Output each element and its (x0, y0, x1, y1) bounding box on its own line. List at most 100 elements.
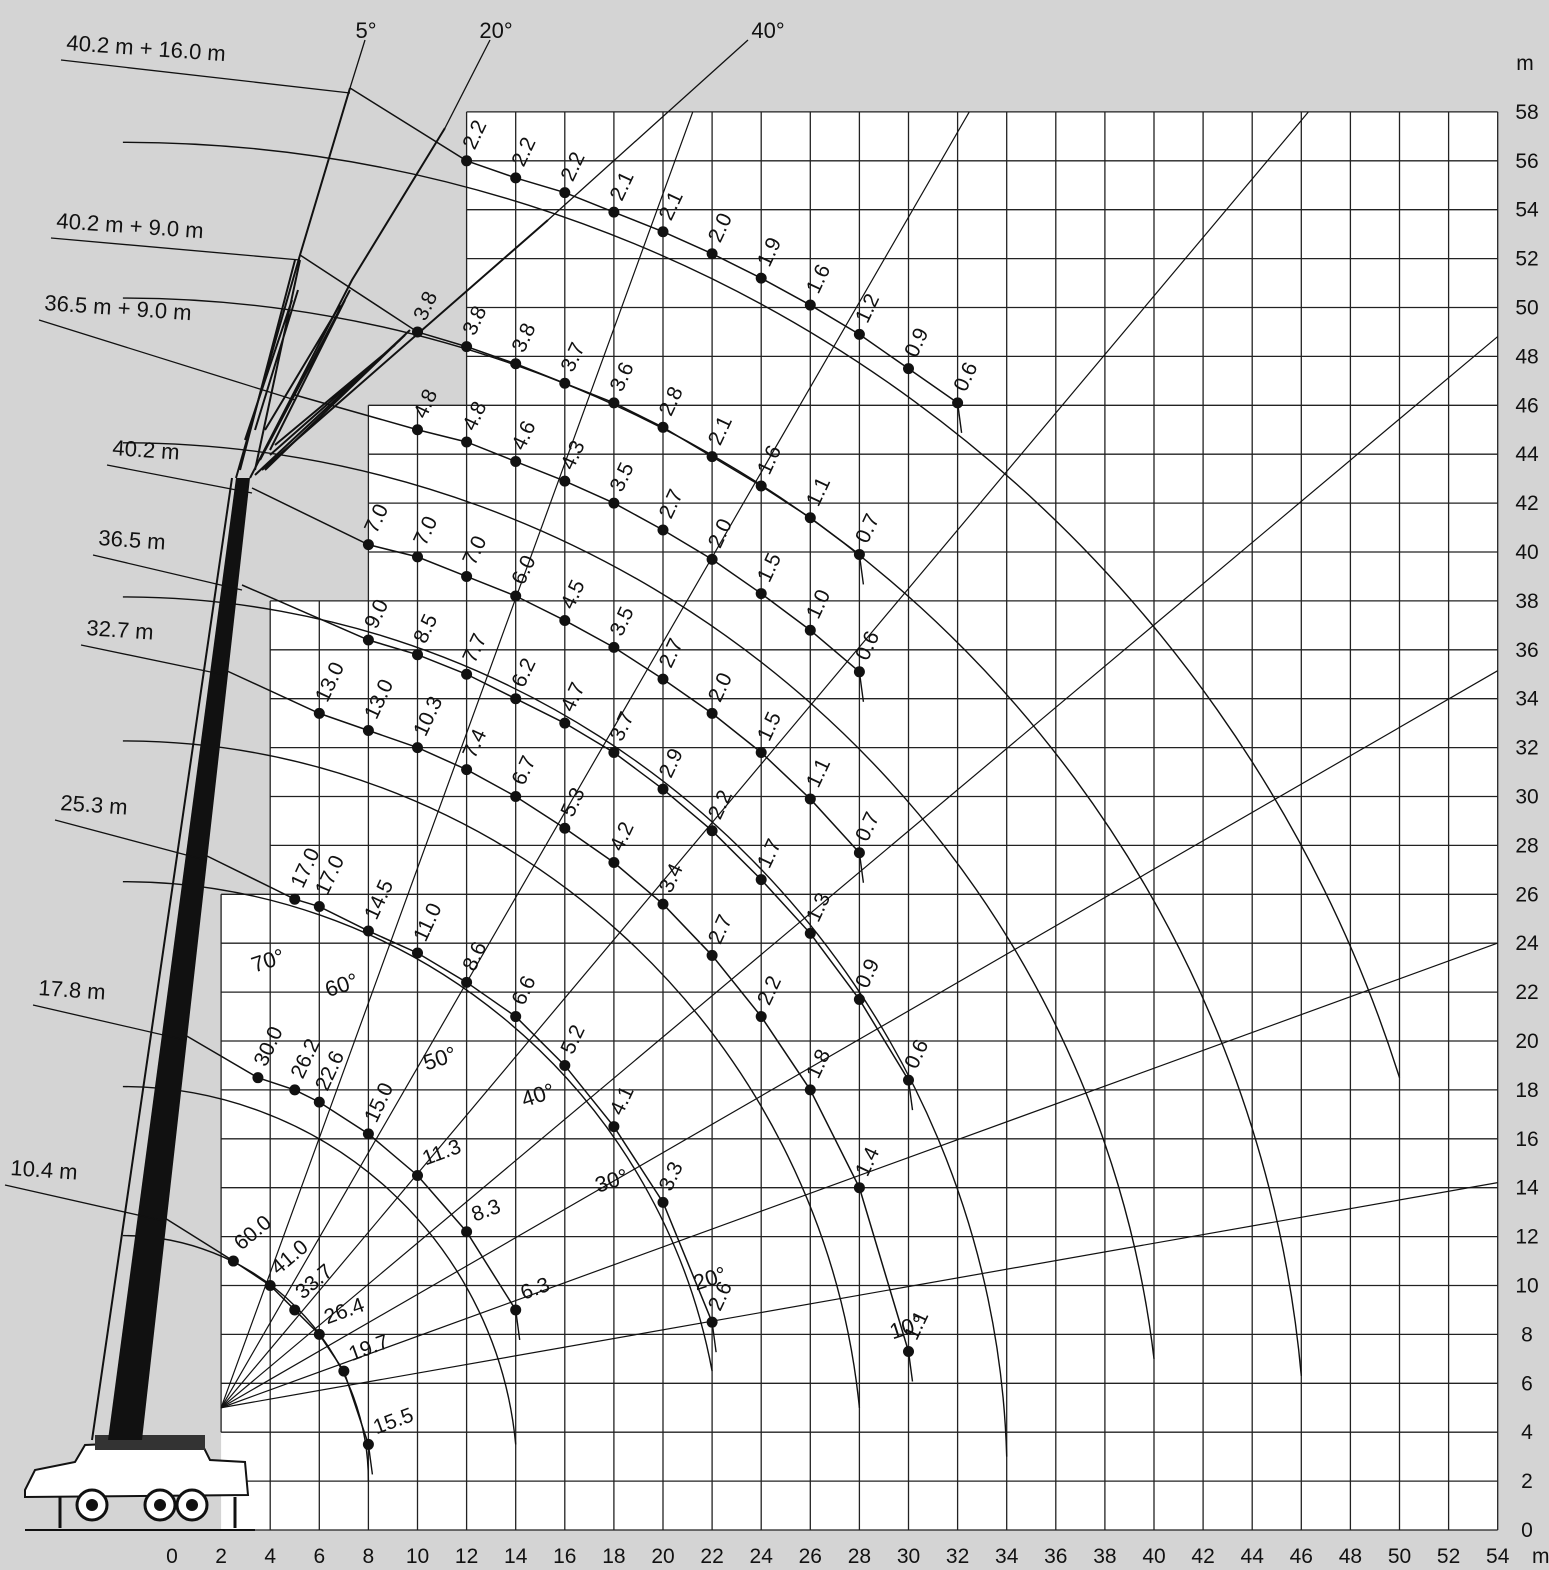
boom-label-leader (50, 237, 301, 261)
load-point (755, 746, 767, 758)
radius-arc (122, 596, 1008, 1457)
x-tick-label: 20 (651, 1545, 674, 1568)
load-point (804, 927, 816, 939)
load-point (313, 901, 325, 913)
y-tick-label: 22 (1515, 981, 1538, 1004)
load-point (227, 1255, 239, 1267)
y-tick-label: 50 (1515, 297, 1538, 320)
load-point (903, 1074, 914, 1086)
load-point (510, 456, 522, 468)
x-tick-label: 54 (1486, 1545, 1510, 1568)
angle-line (220, 336, 1499, 1409)
series-line (251, 487, 860, 854)
load-point (706, 553, 718, 565)
load-point (657, 421, 669, 433)
load-point (657, 226, 669, 238)
angle-line (220, 111, 970, 1409)
boom-length-label: 25.3 m (60, 790, 129, 820)
load-point (755, 272, 767, 284)
y-tick-label: 26 (1515, 883, 1538, 906)
load-point (853, 548, 865, 560)
load-point (461, 155, 473, 167)
load-point (804, 624, 816, 636)
load-point (755, 480, 767, 492)
x-tick-label: 4 (264, 1545, 276, 1568)
load-point (289, 1304, 301, 1316)
x-tick-label: 18 (602, 1545, 625, 1568)
y-tick-label: 18 (1515, 1079, 1538, 1102)
series-line (184, 1034, 517, 1311)
lattice-jib (235, 87, 549, 479)
x-tick-label: 36 (1044, 1545, 1067, 1568)
load-point (657, 1196, 669, 1208)
x-tick-label: 22 (700, 1545, 723, 1568)
load-point (804, 512, 816, 524)
y-tick-label: 12 (1515, 1226, 1538, 1249)
y-tick-label: 8 (1521, 1323, 1533, 1346)
load-point (510, 1011, 522, 1023)
load-point (608, 857, 620, 869)
axes: 0 2 4 6 8 10 12 14 16 18 20 22 24 26 28 30 32 34 36 38 40 42 4… (166, 52, 1549, 1568)
load-point (362, 634, 374, 646)
load-point (706, 1316, 718, 1328)
load-point (510, 1304, 522, 1316)
load-point (608, 1121, 620, 1133)
x-tick-label: 44 (1241, 1545, 1265, 1568)
y-tick-label: 48 (1515, 345, 1538, 368)
load-point (412, 551, 423, 563)
load-point (289, 893, 301, 905)
load-point (608, 746, 620, 758)
boom-length-label: 32.7 m (86, 615, 155, 645)
load-point (804, 299, 816, 311)
load-point (804, 1084, 816, 1096)
load-point (853, 993, 865, 1005)
y-tick-label: 30 (1515, 786, 1538, 809)
load-point (313, 1328, 325, 1340)
load-point (510, 791, 522, 802)
angle-line (220, 111, 694, 1408)
y-tick-label: 36 (1515, 639, 1538, 662)
jib-angle-line (547, 39, 749, 221)
radius-arc (122, 297, 1302, 1377)
load-point (853, 666, 865, 678)
boom-length-label: 40.2 m (112, 435, 181, 465)
x-tick-label: 52 (1437, 1545, 1460, 1568)
load-point (706, 248, 718, 260)
load-point (559, 475, 571, 487)
load-point (461, 341, 473, 353)
x-tick-label: 28 (848, 1545, 871, 1568)
y-tick-label: 2 (1521, 1470, 1533, 1493)
load-point (461, 764, 473, 776)
load-point (559, 1059, 571, 1071)
radius-arc (122, 141, 1401, 1078)
x-tick-label: 38 (1093, 1545, 1116, 1568)
load-point (804, 793, 816, 805)
angle-line (220, 670, 1498, 1409)
x-tick-label: 50 (1388, 1545, 1411, 1568)
load-point (313, 1096, 325, 1108)
x-tick-label: 10 (406, 1545, 429, 1568)
y-tick-label: 58 (1515, 101, 1538, 124)
y-unit-label: m (1516, 52, 1534, 75)
load-point (510, 693, 522, 705)
boom-label-leader (60, 59, 351, 94)
boom-label-leader (92, 554, 243, 591)
load-point (412, 1169, 423, 1181)
load-point (853, 1182, 865, 1194)
y-tick-label: 52 (1515, 248, 1538, 271)
x-unit-label: m (1532, 1545, 1549, 1568)
y-tick-label: 46 (1515, 394, 1538, 417)
load-point (706, 451, 718, 463)
x-tick-label: 30 (897, 1545, 920, 1568)
boom-label-leader (106, 464, 253, 494)
load-point (559, 187, 571, 199)
load-point (755, 874, 767, 886)
load-point (412, 424, 423, 436)
load-point (903, 1346, 914, 1358)
load-point (608, 206, 620, 218)
boom-angle-lines: 10°20°30°40°50°60°70°5° 20° 40° (220, 18, 1499, 1409)
load-point (252, 1072, 264, 1084)
load-point (608, 641, 620, 653)
truck-carrier (24, 1435, 255, 1531)
load-point (853, 328, 865, 340)
